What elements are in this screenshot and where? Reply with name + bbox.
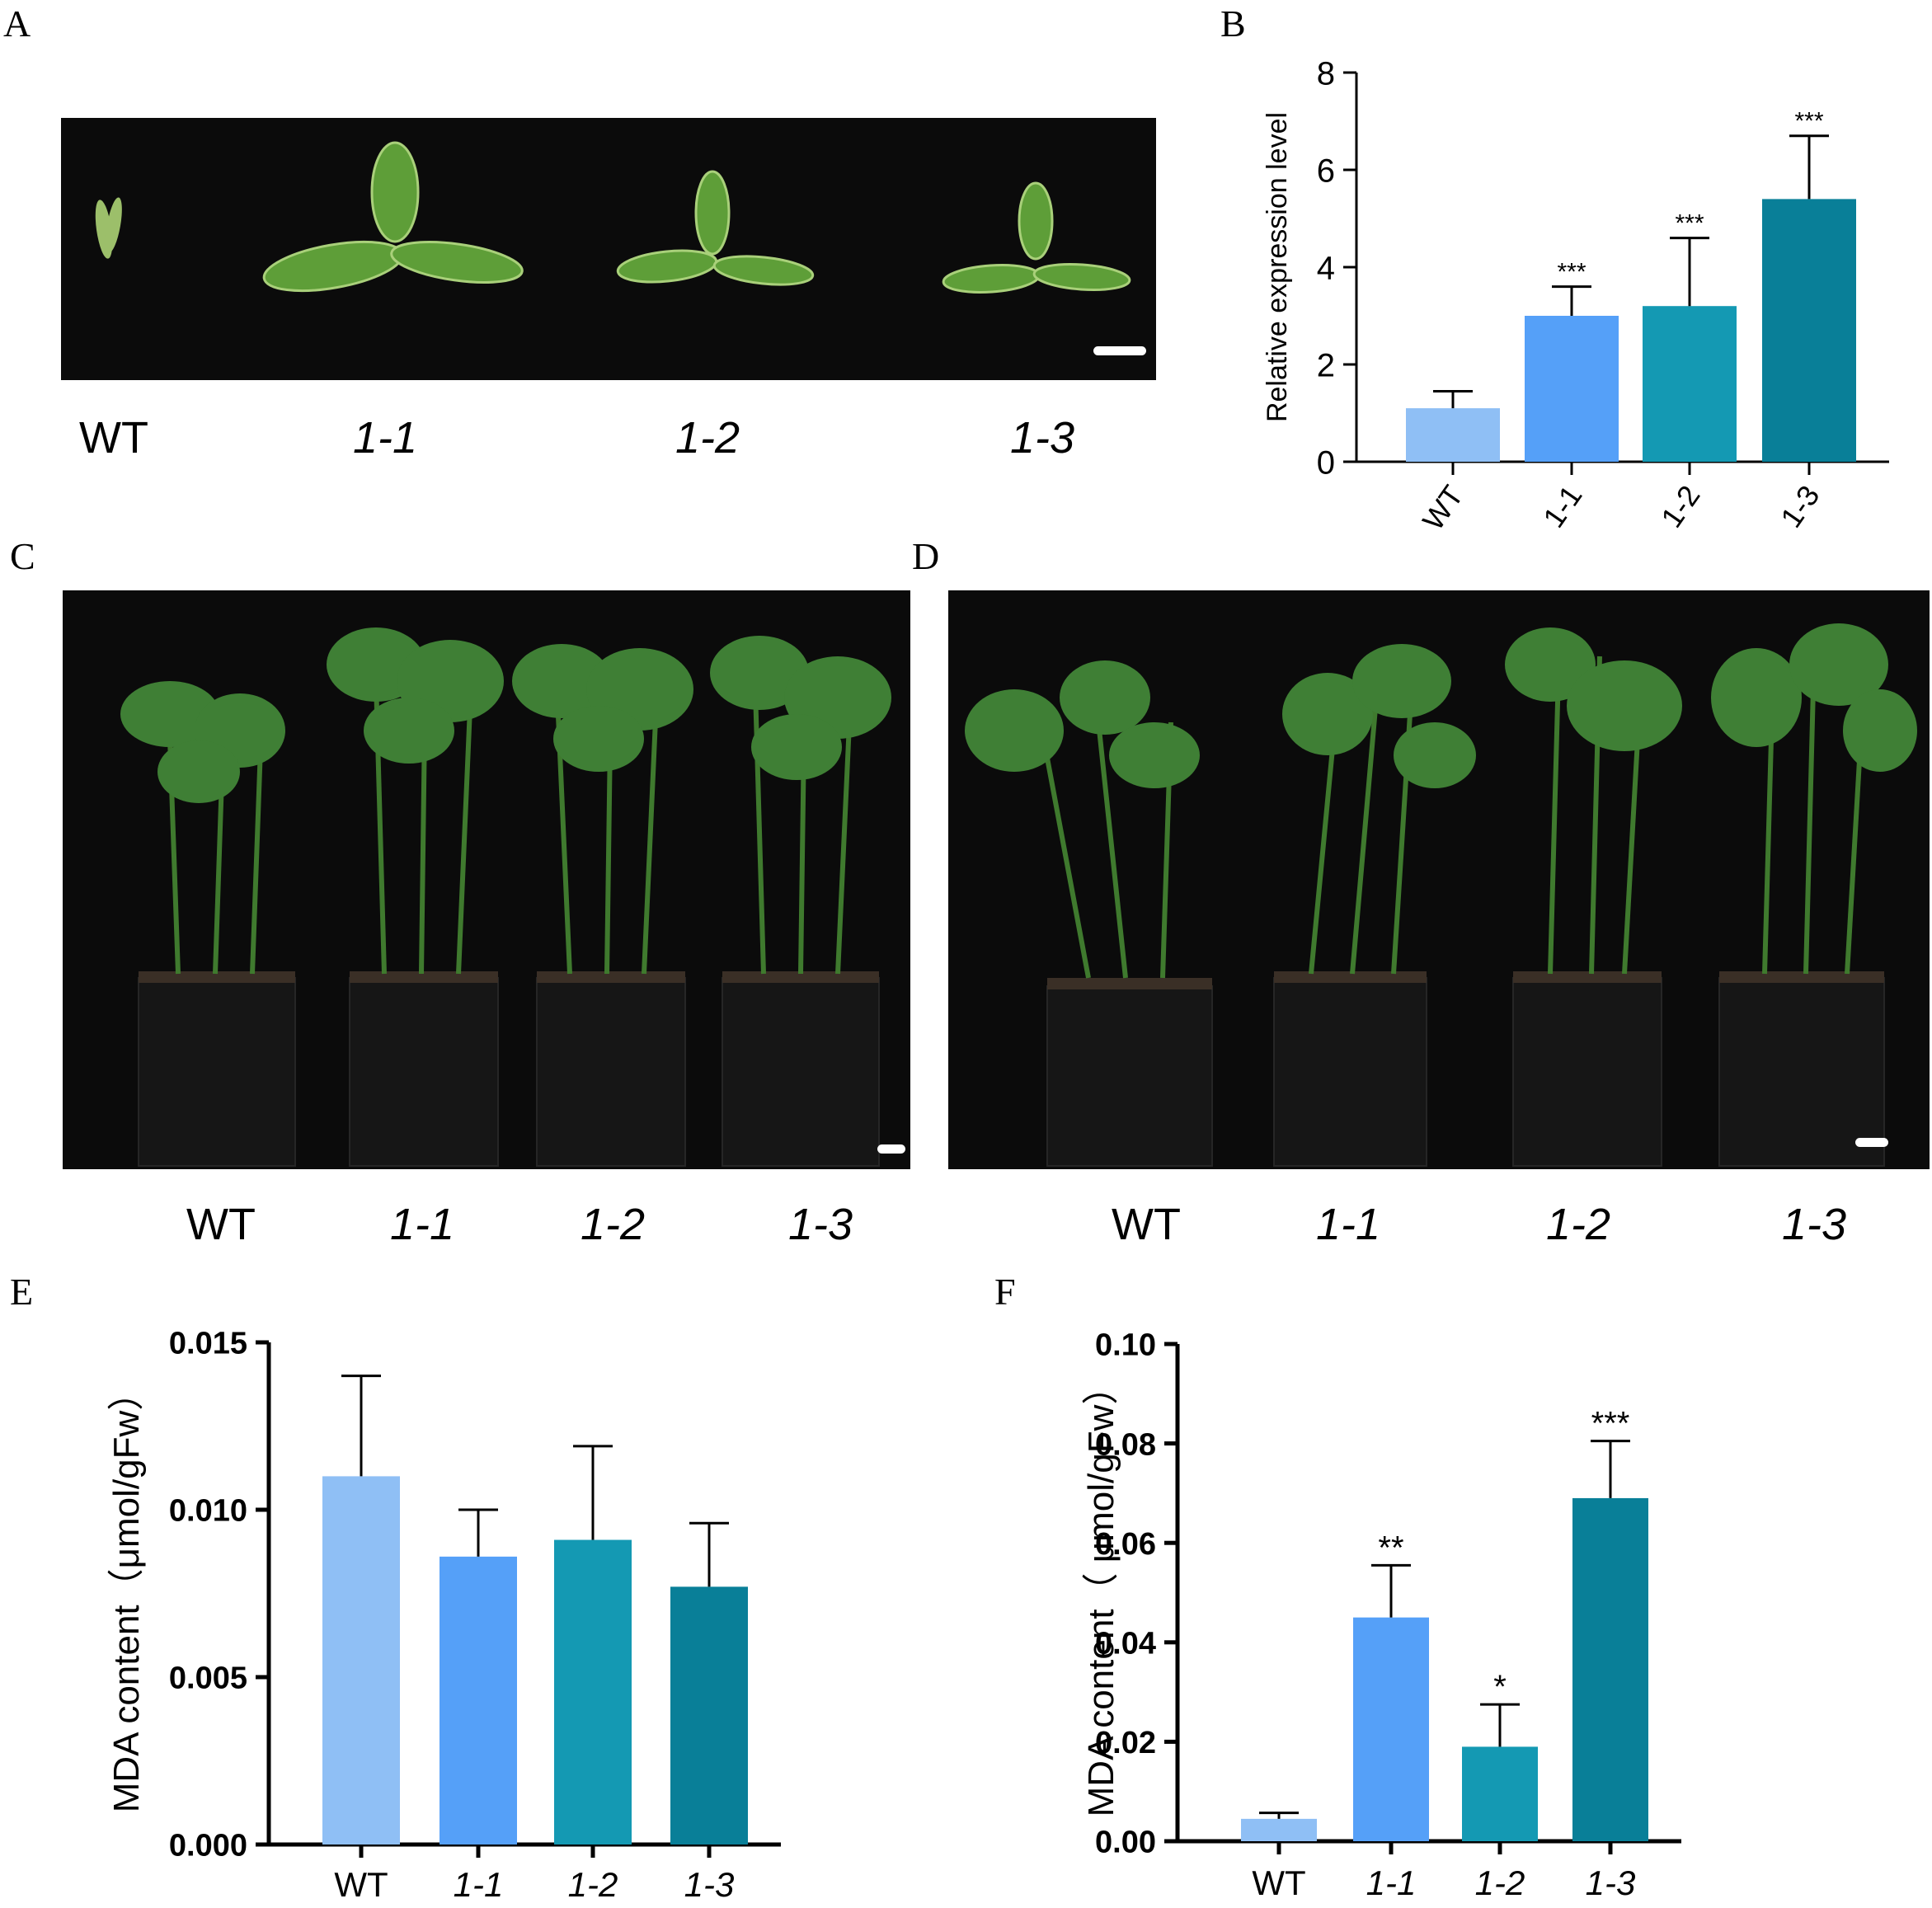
chart-b: 0 2 4 6 8 Relative expression level WT *** 1-1 **… (0, 0, 1932, 577)
panel-label-f: F (994, 1271, 1016, 1313)
plants-photo-c (63, 590, 910, 1169)
chart-f: 0.00 0.02 0.04 0.06 0.08 0.10 MDA content（ μmo… (957, 1286, 1932, 1908)
chart-f-bar-1-1 (1353, 1617, 1429, 1841)
genotype-label-d-1-1: 1-1 (1315, 1200, 1381, 1249)
chart-f-bar-1-3 (1572, 1497, 1648, 1841)
chart-e-x-tick-label-1-2: 1-2 (568, 1865, 618, 1904)
chart-f-y-tick-label: 0.02 (1095, 1726, 1156, 1760)
genotype-label-d-wt: WT (1112, 1200, 1181, 1249)
chart-f-significance-1-2: * (1493, 1669, 1507, 1705)
soil-c (139, 971, 879, 983)
chart-e-bar-1-1 (440, 1556, 517, 1845)
chart-f-x-tick-label-1-2: 1-2 (1475, 1863, 1525, 1902)
chart-e-bar-1-2 (554, 1539, 632, 1845)
chart-b-bar-WT (1406, 408, 1500, 462)
chart-f-y-tick-label: 0.08 (1095, 1427, 1156, 1462)
pots-d (1046, 977, 1885, 1167)
chart-b-significance-1-1: *** (1557, 259, 1586, 286)
chart-b-x-tick-label-1-3: 1-3 (1774, 479, 1826, 533)
chart-f-bar-WT (1241, 1818, 1317, 1841)
chart-f-y-tick-label: 0.00 (1095, 1826, 1156, 1860)
leaf-1-2 (616, 170, 815, 286)
scale-bar (1093, 346, 1146, 355)
plants-illustration-c (120, 627, 891, 1167)
genotype-label-d-1-3: 1-3 (1781, 1200, 1847, 1249)
chart-f-svg: 0.00 0.02 0.04 0.06 0.08 0.10 MDA content（ μmo… (1081, 1328, 1681, 1902)
chart-f-x-tick-label-1-1: 1-1 (1366, 1863, 1417, 1902)
chart-e-x-tick-label-WT: WT (334, 1865, 388, 1904)
chart-e: 0.000 0.005 0.010 0.015 MDA content（μmol/gFw… (0, 1286, 957, 1908)
chart-e-y-axis-label: MDA content（μmol/gFw） (106, 1375, 147, 1813)
chart-b-bar-1-1 (1525, 316, 1619, 462)
chart-b-y-tick-label: 6 (1317, 153, 1335, 189)
chart-b-bar-1-2 (1643, 306, 1737, 462)
chart-f-y-tick-label: 0.10 (1095, 1328, 1156, 1363)
chart-e-x-tick-label-1-3: 1-3 (684, 1865, 735, 1904)
panel-label-e: E (10, 1271, 34, 1313)
scale-bar-d (1855, 1138, 1888, 1147)
chart-f-significance-1-3: *** (1591, 1406, 1630, 1442)
chart-f-y-tick-label: 0.06 (1095, 1527, 1156, 1562)
genotype-label-a-wt: WT (79, 413, 148, 463)
genotype-label-d-1-2: 1-2 (1545, 1200, 1611, 1249)
genotype-label-a-1-2: 1-2 (675, 413, 740, 463)
foliage-c (120, 627, 891, 803)
chart-b-x-tick-label-WT: WT (1416, 479, 1470, 536)
chart-b-svg: 0 2 4 6 8 Relative expression level WT *** 1-1 **… (1262, 55, 1889, 536)
chart-e-bar-1-3 (670, 1586, 748, 1845)
leaf-illustration (95, 141, 1131, 294)
plants-illustration-d (965, 623, 1917, 1167)
genotype-label-c-wt: WT (186, 1200, 256, 1249)
chart-e-x-tick-label-1-1: 1-1 (454, 1865, 504, 1904)
chart-b-y-axis-label: Relative expression level (1262, 112, 1293, 422)
chart-b-x-tick-label-1-1: 1-1 (1536, 479, 1588, 533)
panel-label-d: D (912, 535, 940, 577)
leaf-1-1 (262, 141, 524, 293)
chart-e-y-tick-label: 0.000 (169, 1829, 247, 1863)
chart-f-y-tick-label: 0.04 (1095, 1626, 1156, 1661)
chart-e-svg: 0.000 0.005 0.010 0.015 MDA content（μmol/gFw… (106, 1327, 781, 1904)
foliage-d (965, 623, 1917, 788)
chart-b-bar-1-3 (1762, 199, 1856, 462)
leaf-photo (61, 118, 1156, 380)
chart-b-significance-1-3: *** (1794, 108, 1823, 135)
chart-b-significance-1-2: *** (1675, 210, 1704, 237)
genotype-label-c-1-1: 1-1 (389, 1200, 455, 1249)
chart-e-y-tick-label: 0.005 (169, 1661, 247, 1696)
chart-b-y-tick-label: 2 (1317, 347, 1335, 383)
genotype-label-a-1-1: 1-1 (352, 413, 418, 463)
chart-b-y-tick-label: 0 (1317, 444, 1335, 481)
genotype-label-c-1-2: 1-2 (580, 1200, 646, 1249)
genotype-label-a-1-3: 1-3 (1009, 413, 1075, 463)
chart-b-y-tick-label: 8 (1317, 55, 1335, 92)
pots-c (138, 977, 880, 1167)
scale-bar-c (877, 1144, 905, 1154)
chart-e-y-tick-label: 0.015 (169, 1327, 247, 1361)
chart-f-x-tick-label-WT: WT (1252, 1863, 1305, 1902)
panel-label-b: B (1220, 2, 1246, 45)
panel-label-a: A (3, 2, 31, 45)
plants-photo-d (948, 590, 1930, 1169)
chart-f-significance-1-1: ** (1378, 1530, 1403, 1566)
chart-f-y-axis-label: MDA content（ μmol/gFw） (1081, 1369, 1121, 1817)
wt-leaf-bud (95, 197, 122, 259)
genotype-label-c-1-3: 1-3 (787, 1200, 853, 1249)
panel-label-c: C (10, 535, 35, 577)
chart-e-y-tick-label: 0.010 (169, 1494, 247, 1529)
stems-c (167, 664, 853, 975)
chart-e-bar-WT (322, 1476, 400, 1845)
chart-f-bar-1-2 (1462, 1746, 1538, 1841)
soil-d (1047, 971, 1884, 989)
chart-b-y-tick-label: 4 (1317, 250, 1335, 286)
chart-b-x-tick-label-1-2: 1-2 (1654, 479, 1706, 533)
leaf-1-3 (942, 181, 1131, 294)
chart-f-x-tick-label-1-3: 1-3 (1586, 1863, 1636, 1902)
